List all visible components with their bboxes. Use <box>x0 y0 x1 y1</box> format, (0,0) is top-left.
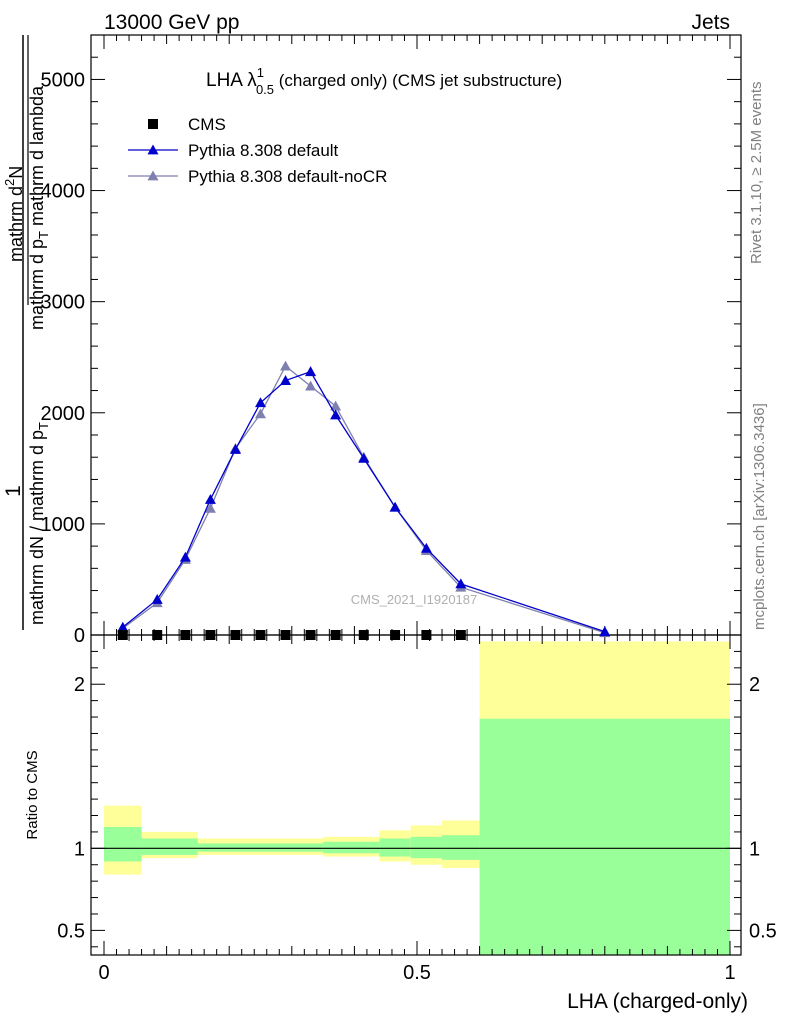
ratio-plot-frame <box>90 634 742 956</box>
y-label-frac-top-rest: N <box>6 166 26 179</box>
plot-title-main: LHA λ <box>206 70 257 91</box>
ratio-band-inner-6 <box>442 835 480 860</box>
legend-marker-0 <box>148 119 158 129</box>
ratio-ytick-label-left-1: 1 <box>74 838 85 860</box>
ytick-label-1: 1000 <box>41 514 86 536</box>
ratio-band-inner-1 <box>141 838 198 855</box>
ratio-band-inner-5 <box>410 836 443 859</box>
series-1-point-13 <box>599 626 611 637</box>
cms-point-5 <box>255 630 266 640</box>
cms-point-4 <box>230 630 241 640</box>
legend-label-2: Pythia 8.308 default-noCR <box>188 167 387 186</box>
ratio-ytick-label-right-0: 0.5 <box>749 920 777 942</box>
y-label-frac-top: mathrm d2N <box>2 166 26 262</box>
y-label-frac-top-text: mathrm d <box>6 186 26 262</box>
xtick-label-2: 1 <box>724 962 735 984</box>
cms-point-1 <box>152 630 163 640</box>
y-label-frac-top-sup: 2 <box>2 179 17 186</box>
xtick-label-0: 0 <box>98 962 109 984</box>
xtick-label-1: 0.5 <box>403 962 431 984</box>
cms-point-6 <box>280 630 291 640</box>
y-axis-label-ratio: Ratio to CMS <box>24 750 41 839</box>
ratio-band-inner-3 <box>323 841 380 854</box>
cms-point-11 <box>421 630 432 640</box>
series-1-point-11 <box>420 542 432 553</box>
y-label-frac-bottom-rest: mathrm d lambda <box>27 85 47 231</box>
y-label-frac-bottom-sub: T <box>36 231 51 239</box>
cms-point-2 <box>180 630 191 640</box>
series-1-point-3 <box>204 493 216 504</box>
series-2-point-5 <box>255 408 266 419</box>
side-text-rivet: Rivet 3.1.10, ≥ 2.5M events <box>748 82 765 265</box>
ratio-band-inner-2 <box>197 843 324 852</box>
ratio-band-inner-7 <box>479 718 730 955</box>
header-left: 13000 GeV pp <box>104 11 239 34</box>
series-1-point-10 <box>389 501 401 512</box>
cms-point-0 <box>117 630 128 640</box>
ratio-bands <box>91 641 741 955</box>
y-axis-label-upper: 1 mathrm dN / mathrm d pT mathrm d2N mat… <box>2 35 51 630</box>
series-2-point-3 <box>204 502 216 513</box>
series-0 <box>117 630 466 640</box>
legend: CMS Pythia 8.308 default Pythia 8.308 defa… <box>128 115 387 186</box>
cms-point-8 <box>330 630 341 640</box>
plot-title-sup: 1 <box>257 65 264 80</box>
ytick-label-2: 2000 <box>41 403 86 425</box>
series-2-point-6 <box>280 360 292 371</box>
ratio-band-inner-4 <box>379 838 411 857</box>
y-label-denominator-sub: T <box>36 422 51 430</box>
ratio-ytick-label-left-0: 0.5 <box>57 920 85 942</box>
series-1-point-0 <box>117 621 129 632</box>
ratio-ytick-label-right-1: 1 <box>749 838 760 860</box>
legend-marker-2 <box>147 170 159 181</box>
series-1 <box>117 366 611 637</box>
y-label-one: 1 <box>2 485 25 497</box>
plot-title: LHA λ1 0.5 (charged only) (CMS jet substr… <box>206 65 562 97</box>
series-2-point-8 <box>330 400 342 411</box>
plot-title-rest: (charged only) (CMS jet substructure) <box>274 71 562 90</box>
cms-point-9 <box>358 630 369 640</box>
legend-marker-1 <box>147 144 159 155</box>
ytick-label-3: 3000 <box>41 292 86 314</box>
ytick-label-4: 4000 <box>41 181 86 203</box>
side-text-mcplots: mcplots.cern.ch [arXiv:1306.3436] <box>751 403 768 630</box>
ytick-label-0: 0 <box>74 625 85 647</box>
series-layer <box>117 360 611 640</box>
series-1-point-5 <box>255 397 266 408</box>
series-line-1 <box>122 370 606 633</box>
ytick-label-5: 5000 <box>41 69 86 91</box>
series-1-point-4 <box>229 443 241 454</box>
header-right: Jets <box>691 11 730 34</box>
cms-point-10 <box>390 630 401 640</box>
legend-label-1: Pythia 8.308 default <box>188 141 339 160</box>
y-label-denominator: mathrm dN / mathrm d pT <box>27 422 51 625</box>
plot-frames <box>90 34 742 956</box>
series-1-point-9 <box>358 452 370 463</box>
ratio-ytick-label-left-2: 2 <box>74 674 85 696</box>
cms-point-3 <box>205 630 216 640</box>
series-1-point-7 <box>305 366 317 377</box>
y-label-frac-bottom: mathrm d pT mathrm d lambda <box>27 85 51 330</box>
axis-tick-labels: 0 1000 2000 3000 4000 5000 0 0.5 1 0.5 0.5 1 1 2 2 <box>41 69 777 984</box>
y-label-denominator-text: mathrm dN / mathrm d p <box>27 430 47 625</box>
x-axis-label: LHA (charged-only) <box>567 990 748 1013</box>
series-1-point-2 <box>179 551 191 562</box>
legend-label-0: CMS <box>188 115 226 134</box>
series-1-point-8 <box>330 409 342 420</box>
series-2-point-7 <box>305 380 317 391</box>
axis-ticks <box>91 34 741 955</box>
plot-title-sub: 0.5 <box>256 82 274 97</box>
series-1-point-12 <box>455 578 467 589</box>
cms-point-7 <box>305 630 316 640</box>
ratio-ytick-label-right-2: 2 <box>749 674 760 696</box>
watermark: CMS_2021_I1920187 <box>351 592 478 607</box>
series-1-point-1 <box>151 593 163 604</box>
y-label-frac-bottom-text: mathrm d p <box>27 239 47 330</box>
cms-point-12 <box>455 630 466 640</box>
ratio-band-inner-0 <box>104 827 142 862</box>
series-1-point-6 <box>280 375 292 385</box>
